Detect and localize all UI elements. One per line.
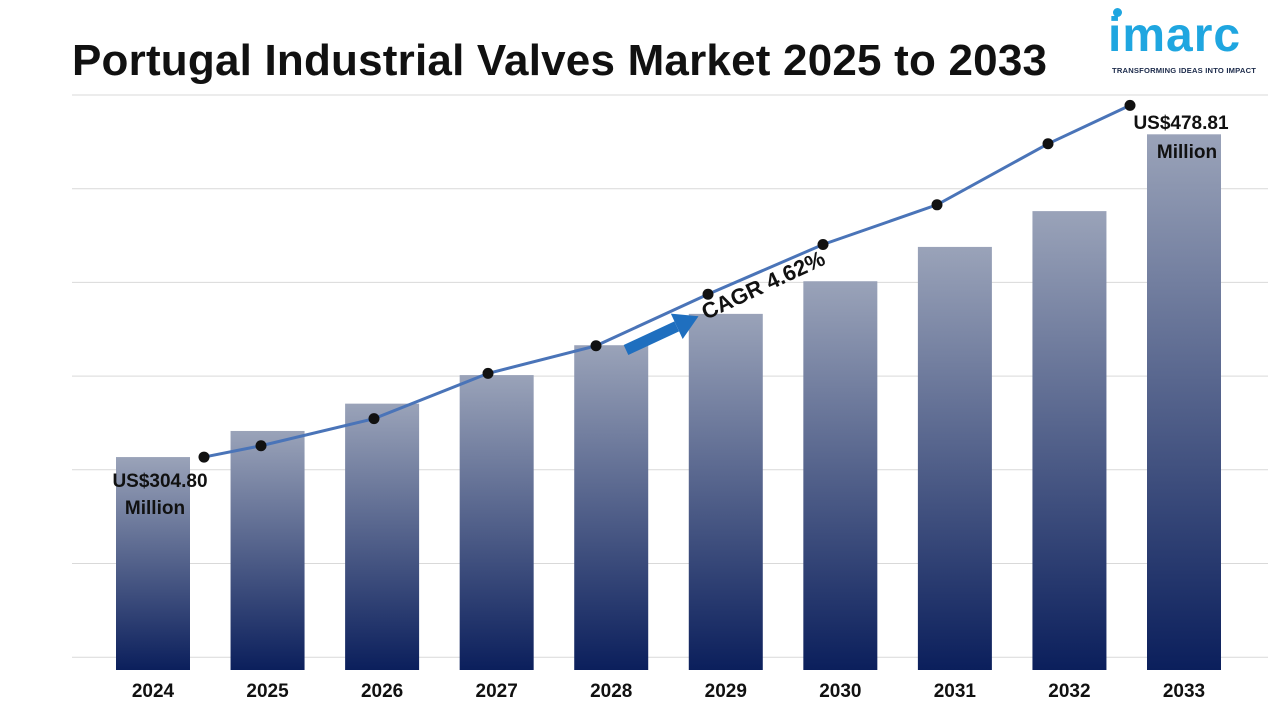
x-tick-label: 2033 xyxy=(1163,681,1205,702)
imarc-logo: imarc TRANSFORMING IDEAS INTO IMPACT xyxy=(1106,6,1276,80)
trend-point-2030 xyxy=(817,239,829,250)
trend-line-group xyxy=(198,99,1136,463)
bar-2024 xyxy=(116,457,190,670)
end-value-label: US$478.81 xyxy=(1133,113,1229,134)
x-tick-label: 2030 xyxy=(819,681,861,702)
trend-point-2031 xyxy=(931,199,943,211)
trend-point-2033 xyxy=(1124,99,1136,111)
x-tick-label: 2026 xyxy=(361,681,403,702)
start-value-label: US$304.80 xyxy=(112,471,207,492)
logo-tagline: TRANSFORMING IDEAS INTO IMPACT xyxy=(1112,66,1257,75)
cagr-arrow-icon xyxy=(623,321,680,355)
logo-wordmark: imarc xyxy=(1108,9,1242,62)
trend-point-2027 xyxy=(482,367,494,379)
bars xyxy=(116,134,1221,671)
trend-point-2025 xyxy=(255,440,267,452)
bar-2030 xyxy=(803,281,878,670)
x-tick-label: 2027 xyxy=(476,681,518,702)
bar-2027 xyxy=(459,375,534,670)
x-tick-label: 2032 xyxy=(1048,681,1090,702)
cagr-arrow-head-icon xyxy=(670,313,699,340)
x-tick-label: 2031 xyxy=(934,681,977,702)
bar-2033 xyxy=(1147,134,1221,671)
x-axis-ticks: 2024 2025 2026 2027 2028 2029 2030 2031 2032 2033 xyxy=(132,681,1205,702)
bar-2031 xyxy=(917,246,992,670)
x-tick-label: 2029 xyxy=(705,681,747,702)
end-unit-label: Million xyxy=(1157,142,1217,163)
chart-title: Portugal Industrial Valves Market 2025 t… xyxy=(72,36,1048,85)
bar-2029 xyxy=(688,313,763,670)
bar-2026 xyxy=(345,403,420,670)
logo-dot-icon xyxy=(1113,8,1122,17)
bar-2028 xyxy=(574,345,649,670)
x-tick-label: 2028 xyxy=(590,681,632,702)
x-tick-label: 2024 xyxy=(132,681,175,702)
trend-point-2032 xyxy=(1042,138,1054,150)
bar-2032 xyxy=(1032,211,1107,670)
trend-point-2029 xyxy=(702,288,714,300)
start-unit-label: Million xyxy=(125,498,185,519)
x-tick-label: 2025 xyxy=(246,681,289,702)
bar-2025 xyxy=(230,430,305,670)
trend-line xyxy=(203,104,1131,459)
trend-point-2026 xyxy=(368,413,380,425)
trend-point-2028 xyxy=(590,340,602,352)
trend-point-2024 xyxy=(198,451,210,463)
